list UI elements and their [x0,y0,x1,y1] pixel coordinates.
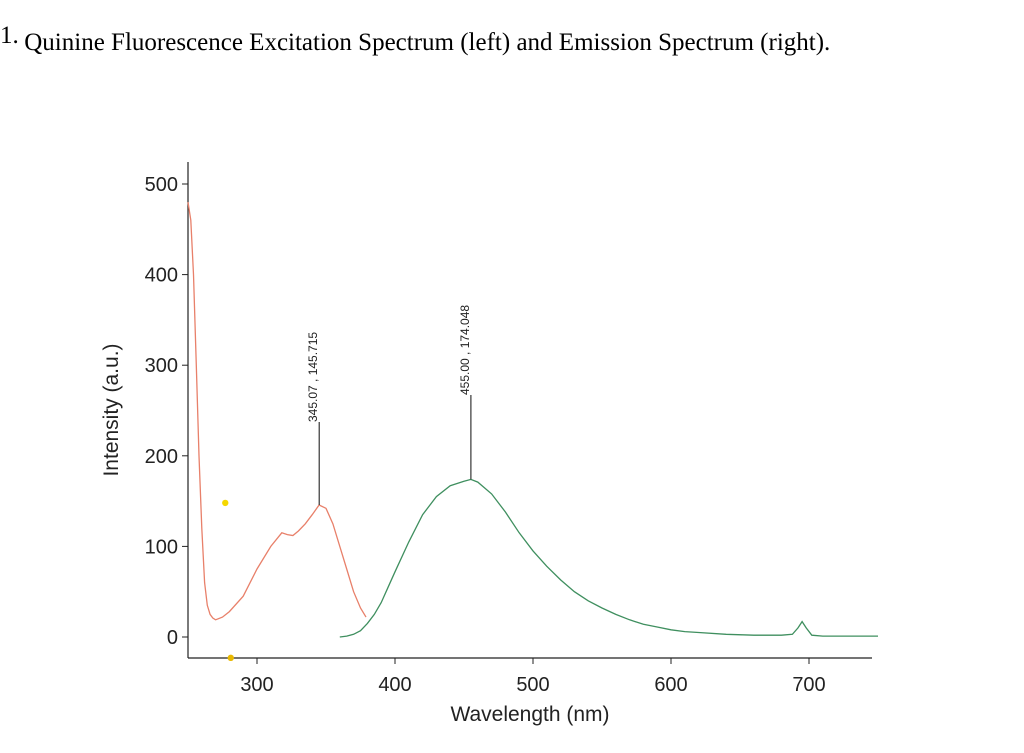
stray-dot-marker [222,499,229,507]
x-tick-label: 400 [378,674,411,696]
caption-number: 1. [0,22,18,49]
excitation-spectrum-line [187,202,367,621]
caption-text: Quinine Fluorescence Excitation Spectrum… [24,29,831,56]
x-tick-label: 300 [240,674,273,696]
peak-label: 345.07 , 145.715 [306,332,320,422]
y-tick-label: 0 [167,627,178,649]
stray-dot-marker [227,654,234,662]
figure-caption: 1. Quinine Fluorescence Excitation Spect… [0,22,1024,57]
chart-ticks: 0 100 200 300 400 500 300 400 500 600 700 [145,174,826,696]
y-tick-label: 300 [145,355,178,377]
x-axis-label: Wavelength (nm) [450,703,609,726]
y-tick-label: 200 [145,446,178,468]
y-tick-label: 500 [145,174,178,196]
chart-series [187,202,878,638]
y-tick-label: 100 [145,536,178,558]
x-tick-label: 500 [516,674,549,696]
x-tick-label: 600 [654,674,687,696]
chart-annotations: 345.07 , 145.715 455.00 , 174.048 [222,305,472,662]
y-axis-label: Intensity (a.u.) [100,343,123,476]
peak-label: 455.00 , 174.048 [458,305,472,395]
emission-spectrum-line [339,478,878,638]
x-tick-label: 700 [792,674,825,696]
chart-axes [187,162,872,659]
y-tick-label: 400 [145,265,178,287]
